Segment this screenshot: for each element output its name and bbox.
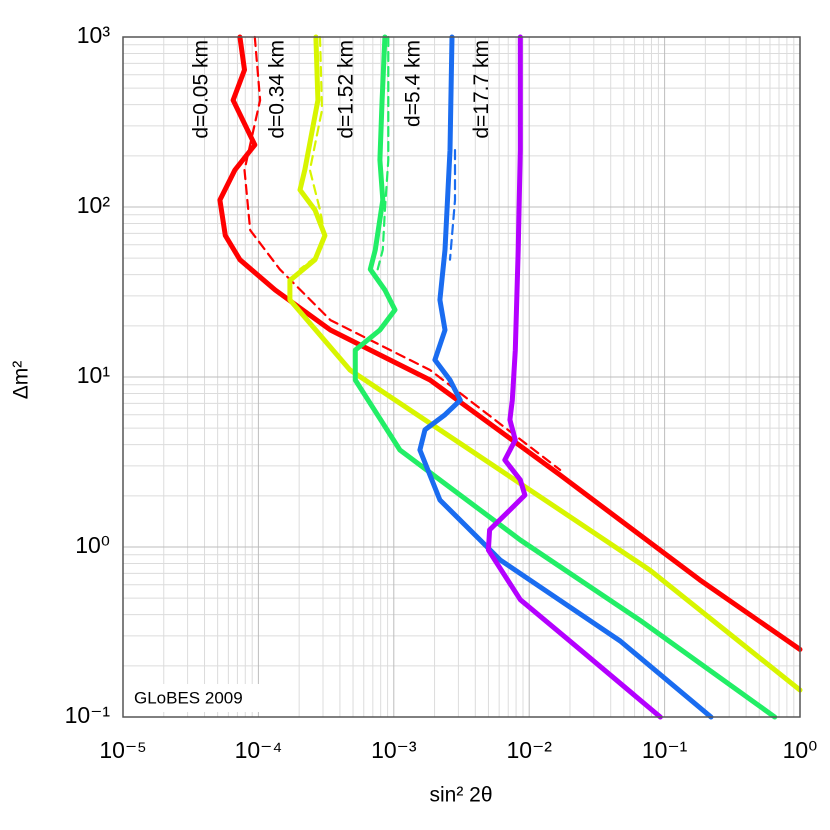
annotation: GLoBES 2009 [134,688,243,707]
y-tick-label: 10² [77,192,111,218]
annotation-box [129,684,279,712]
curve-label: d=0.34 km [265,40,288,139]
y-tick-label: 10⁰ [75,532,110,558]
dashed-curve [376,35,390,271]
x-tick-label: 10⁻² [507,737,553,763]
curve-label: d=1.52 km [334,40,357,139]
curve [352,34,778,720]
x-tick-label: 10⁻⁵ [99,737,146,763]
plot-frame [122,36,801,718]
curve [417,34,714,720]
x-tick-label: 10⁻⁴ [235,737,283,763]
x-tick-label: 10⁻³ [371,737,417,763]
x-tick-label: 10⁰ [783,737,818,763]
grid [122,36,801,718]
x-axis-label: sin² 2θ [429,784,492,807]
curve-label: d=17.7 km [470,40,493,139]
y-tick-label: 10³ [77,22,111,48]
curve-label: d=0.05 km [189,40,212,139]
curve-label: d=5.4 km [402,40,425,127]
y-tick-label: 10⁻¹ [65,702,111,728]
curve [287,34,803,693]
curve [217,34,803,652]
dashed-curve [448,149,457,261]
y-tick-label: 10¹ [77,362,111,388]
y-axis-label: Δm² [10,361,33,400]
curves [217,34,803,720]
x-tick-label: 10⁻¹ [642,737,688,763]
curve [485,34,663,720]
dashed-curve [243,35,562,471]
